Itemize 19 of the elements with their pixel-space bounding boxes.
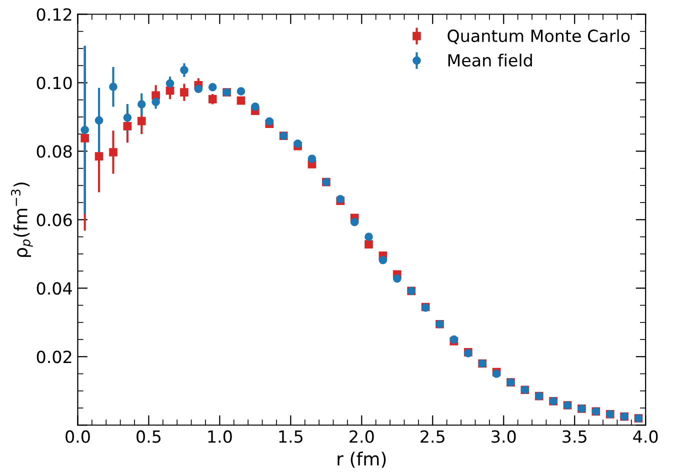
y-tick-label: 0.06 [36,214,72,226]
x-tick-label: 3.5 [562,430,586,443]
y-tick-label: 0.04 [36,282,72,295]
y-axis-title: ρ$_{p}$(fm$^{−3}$) [10,182,33,257]
y-tick-label: 0.02 [36,350,72,364]
x-tick-label: 0.0 [66,430,90,443]
y-tick-label: 0.10 [36,76,72,90]
x-tick-label: 4.0 [633,430,658,443]
x-tick-label: 1.5 [279,430,302,443]
x-tick-label: 1.0 [208,430,232,443]
x-axis-title: r (fm) [338,452,386,468]
x-tick-label: 3.0 [492,430,516,443]
legend-label: Mean field [448,54,532,67]
x-tick-label: 0.5 [136,430,161,443]
y-tick-label: 0.12 [36,8,72,21]
x-tick-label: 2.0 [350,430,374,443]
x-tick-label: 2.5 [420,430,444,443]
y-tick-label: 0.08 [36,145,72,158]
legend-label: Quantum Monte Carlo [448,29,630,44]
